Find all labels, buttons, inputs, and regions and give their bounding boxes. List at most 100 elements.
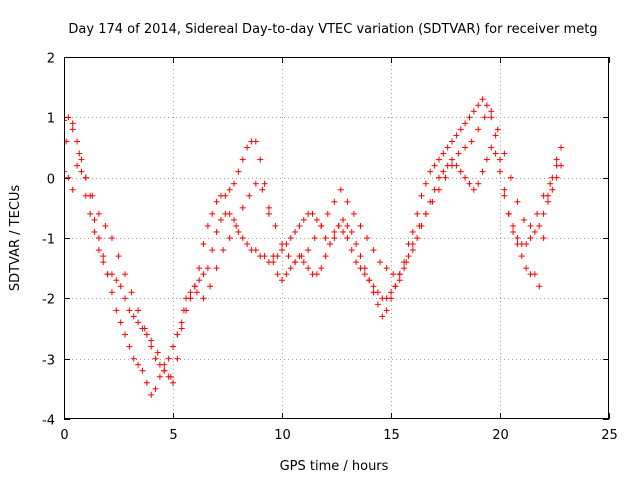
data-point (335, 222, 342, 229)
data-point (261, 180, 268, 187)
data-point (117, 283, 124, 290)
data-point (435, 186, 442, 193)
x-tick-label: 25 (601, 428, 618, 443)
data-point (311, 235, 318, 241)
data-point (466, 114, 473, 121)
data-point (148, 391, 155, 398)
data-point (252, 247, 259, 254)
data-point (285, 253, 292, 260)
data-point (422, 180, 429, 187)
data-point (204, 222, 211, 229)
data-point (409, 228, 416, 235)
data-point (117, 319, 124, 326)
data-point (510, 228, 517, 235)
data-point (383, 265, 390, 272)
data-point (361, 265, 368, 272)
data-point (492, 132, 499, 139)
data-point (196, 265, 203, 272)
data-point (270, 259, 277, 266)
data-point (69, 126, 76, 133)
data-point (95, 247, 102, 254)
data-point (191, 283, 198, 290)
data-point (207, 283, 214, 290)
data-point (135, 319, 142, 326)
data-point (200, 271, 207, 278)
data-point (108, 235, 115, 241)
data-point (501, 150, 508, 157)
data-point (344, 235, 351, 241)
x-axis-label: GPS time / hours (280, 459, 389, 474)
data-point (91, 228, 98, 235)
data-point (122, 331, 129, 338)
data-point (213, 198, 220, 205)
data-point (89, 192, 96, 199)
data-point (130, 355, 137, 362)
data-point (514, 235, 521, 241)
data-point (95, 235, 102, 241)
data-point (152, 355, 159, 362)
data-point (414, 235, 421, 241)
data-point (170, 379, 176, 386)
data-point (100, 259, 107, 266)
data-point (514, 198, 521, 205)
data-point (178, 325, 185, 332)
data-point (331, 228, 338, 235)
data-point (287, 235, 294, 241)
data-point (102, 222, 109, 229)
data-point (479, 168, 486, 175)
data-point (156, 373, 163, 380)
x-tick-label: 20 (492, 428, 509, 443)
tick-labels: 0 5 10 15 20 25 -4 -3 -2 -1 0 1 2 (42, 52, 618, 444)
data-point (457, 126, 464, 133)
data-point (265, 210, 272, 217)
data-point (196, 277, 203, 284)
data-point (309, 210, 316, 217)
data-point (148, 337, 155, 344)
data-point (161, 361, 168, 368)
data-point (444, 144, 451, 151)
data-point (252, 138, 259, 145)
plot-frame (64, 57, 609, 419)
data-point (91, 216, 98, 223)
data-point (523, 241, 530, 248)
data-point (69, 186, 76, 193)
data-point (462, 144, 469, 151)
data-point (501, 192, 508, 199)
data-point (209, 210, 216, 217)
data-point (148, 343, 155, 350)
data-point (494, 126, 501, 133)
data-point (141, 325, 148, 332)
data-point (209, 247, 216, 254)
data-point (331, 198, 338, 205)
data-point (475, 126, 482, 133)
data-point (95, 210, 102, 217)
data-point (324, 210, 331, 217)
data-point (488, 114, 495, 121)
data-point (313, 271, 320, 278)
data-point (135, 361, 142, 368)
data-point (165, 355, 172, 362)
data-point (340, 228, 347, 235)
data-point (523, 265, 530, 272)
data-point (501, 186, 508, 193)
data-point (87, 210, 94, 217)
data-point (152, 385, 159, 392)
x-tick-label: 10 (274, 428, 291, 443)
data-point (135, 307, 142, 314)
data-point (274, 253, 281, 260)
data-point (531, 271, 538, 278)
data-point (344, 222, 351, 229)
data-point (108, 271, 115, 278)
data-point (122, 271, 129, 278)
data-point (366, 277, 373, 284)
data-point (440, 168, 447, 175)
data-point (226, 235, 233, 241)
data-point (505, 210, 512, 217)
data-point (143, 331, 150, 338)
data-point (364, 235, 371, 241)
data-point (534, 210, 541, 217)
data-point (392, 283, 399, 290)
data-point (479, 96, 486, 103)
data-point (540, 192, 547, 199)
data-point (492, 150, 499, 157)
